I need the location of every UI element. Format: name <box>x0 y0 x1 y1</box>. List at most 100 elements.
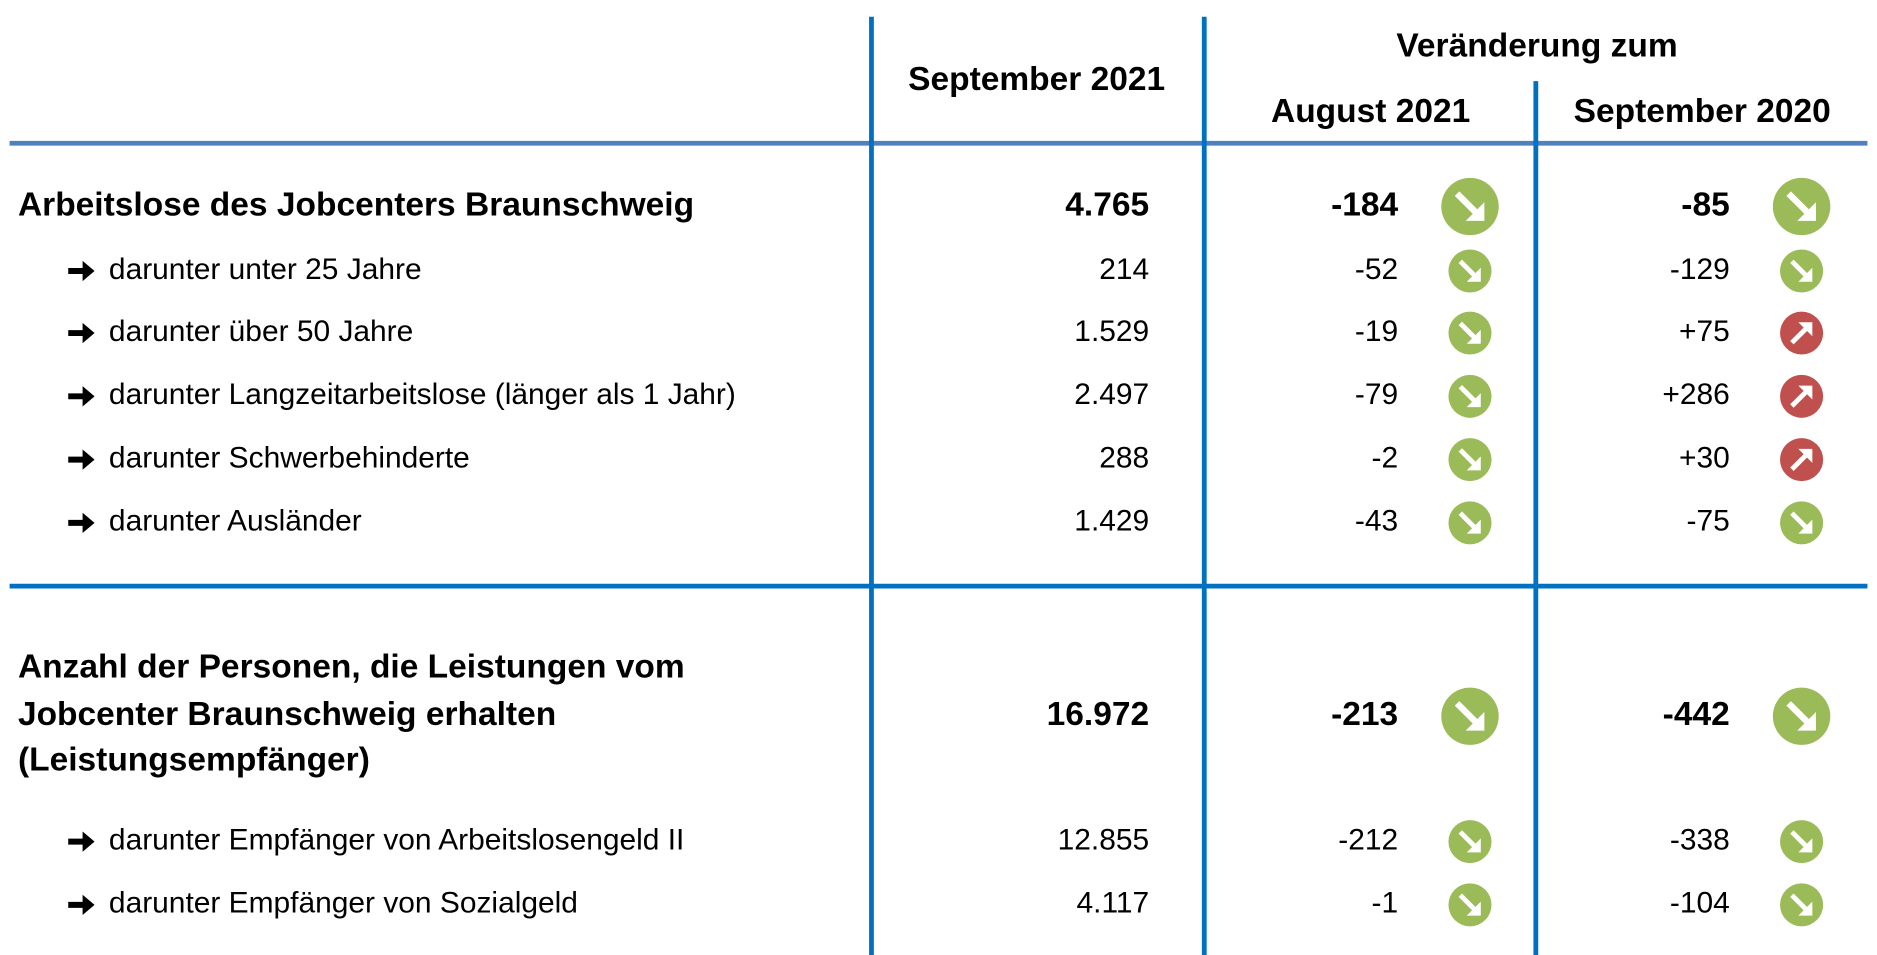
section-title: (Leistungsempfänger) <box>18 741 370 778</box>
bullet-arrow <box>68 512 95 534</box>
trend-shaft <box>1458 448 1477 466</box>
row-change: -104 <box>1670 887 1730 920</box>
trend-head <box>1466 329 1481 344</box>
section-value: 16.972 <box>1047 696 1150 733</box>
row-change: +286 <box>1662 378 1729 411</box>
group-header: Veränderung zum <box>1396 28 1677 65</box>
trend-icon <box>1772 177 1831 236</box>
row-change: -2 <box>1372 442 1399 475</box>
trend-head <box>1466 267 1481 282</box>
row-value: 1.529 <box>1074 315 1149 348</box>
section-title: Jobcenter Braunschweig erhalten <box>18 696 556 733</box>
column-header: September 2021 <box>908 61 1165 98</box>
trend-icon <box>1780 374 1824 418</box>
trend-shaft <box>1458 830 1477 848</box>
trend-shaft <box>1790 259 1808 277</box>
trend-head <box>1466 393 1481 408</box>
trend-icon <box>1448 311 1492 355</box>
row-change: +30 <box>1679 442 1730 475</box>
row-change: -19 <box>1355 315 1398 348</box>
trend-head <box>1465 711 1485 731</box>
column-header: August 2021 <box>1271 93 1470 130</box>
trend-shaft <box>1458 259 1477 277</box>
trend-shaft <box>1458 384 1477 403</box>
trend-shaft <box>1790 893 1808 911</box>
row-label: darunter Empfänger von Arbeitslosengeld … <box>109 824 684 857</box>
trend-icon <box>1780 883 1824 927</box>
trend-shaft <box>1458 511 1477 529</box>
row-change: -1 <box>1372 887 1399 920</box>
trend-shaft <box>1786 191 1810 215</box>
row-change: -338 <box>1670 824 1730 857</box>
bullet-arrow <box>68 322 95 344</box>
row-label: darunter unter 25 Jahre <box>109 253 422 286</box>
trend-icon <box>1448 374 1492 418</box>
trend-shaft <box>1458 321 1477 340</box>
trend-head <box>1798 267 1813 282</box>
trend-head <box>1466 901 1481 916</box>
row-change: -212 <box>1338 824 1398 857</box>
row-change: -52 <box>1355 253 1398 286</box>
row-value: 4.117 <box>1077 887 1150 920</box>
section-title: Arbeitslose des Jobcenters Braunschweig <box>18 186 694 223</box>
bullet-arrow <box>68 831 95 852</box>
trend-icon <box>1780 249 1824 293</box>
row-value: 288 <box>1099 442 1149 475</box>
trend-head <box>1798 448 1813 463</box>
column-header: September 2020 <box>1574 93 1831 130</box>
trend-head <box>1466 456 1481 471</box>
trend-head <box>1466 519 1481 534</box>
row-change: -129 <box>1670 253 1730 286</box>
trend-icon <box>1780 501 1824 545</box>
trend-shaft <box>1790 511 1808 529</box>
section-change: -85 <box>1681 186 1729 223</box>
trend-shaft <box>1454 701 1479 725</box>
trend-icon <box>1772 687 1831 745</box>
trend-icon <box>1448 249 1492 293</box>
trend-shaft <box>1458 893 1477 911</box>
trend-icon <box>1448 820 1492 864</box>
trend-icon <box>1780 820 1824 864</box>
trend-shaft <box>1790 327 1808 345</box>
trend-icon <box>1780 438 1824 482</box>
trend-head <box>1798 385 1813 400</box>
bullet-arrow <box>68 260 95 282</box>
row-value: 12.855 <box>1058 824 1150 857</box>
row-change: -43 <box>1355 505 1398 538</box>
row-label: darunter Ausländer <box>109 505 362 538</box>
row-label: darunter Schwerbehinderte <box>109 442 470 475</box>
trend-head <box>1798 519 1813 534</box>
trend-icon <box>1448 501 1492 545</box>
row-value: 1.429 <box>1074 505 1149 538</box>
section-change: -213 <box>1331 696 1398 733</box>
bullet-arrow <box>68 894 95 916</box>
trend-shaft <box>1454 191 1479 215</box>
trend-icon <box>1448 883 1492 927</box>
row-value: 2.497 <box>1074 378 1149 411</box>
section-title: Anzahl der Personen, die Leistungen vom <box>18 648 685 685</box>
section-value: 4.765 <box>1065 186 1149 223</box>
bullet-arrow <box>68 386 95 407</box>
trend-icon <box>1448 438 1492 482</box>
trend-icon <box>1441 177 1499 236</box>
trend-head <box>1798 322 1813 337</box>
bullet-arrow <box>68 449 95 470</box>
row-label: darunter Empfänger von Sozialgeld <box>109 887 578 920</box>
section-change: -184 <box>1331 186 1398 223</box>
trend-shaft <box>1790 453 1808 471</box>
trend-shaft <box>1790 830 1808 848</box>
trend-head <box>1466 838 1481 853</box>
section-change: -442 <box>1663 696 1730 733</box>
trend-icon <box>1441 687 1499 745</box>
trend-icon <box>1780 311 1824 355</box>
row-change: +75 <box>1679 315 1730 348</box>
row-value: 214 <box>1099 253 1149 286</box>
trend-shaft <box>1786 701 1810 725</box>
row-label: darunter über 50 Jahre <box>109 315 413 348</box>
row-change: -75 <box>1687 505 1730 538</box>
trend-head <box>1797 711 1816 731</box>
trend-shaft <box>1790 390 1808 408</box>
row-change: -79 <box>1355 378 1398 411</box>
